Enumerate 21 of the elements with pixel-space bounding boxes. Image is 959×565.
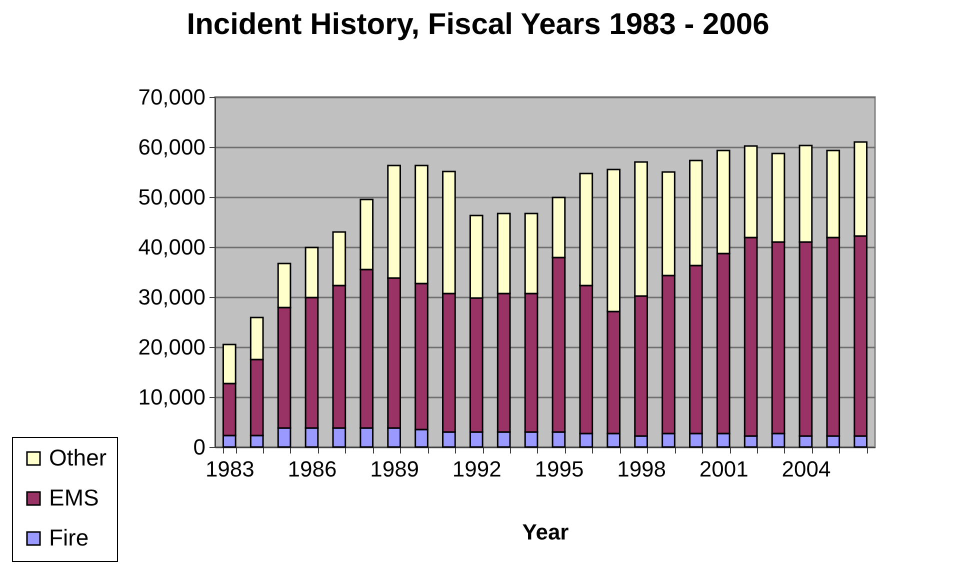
y-tick-label: 70,000 <box>138 84 206 110</box>
x-tick-label: 2004 <box>782 456 831 482</box>
x-tick-label: 1995 <box>534 456 584 482</box>
x-tick-label: 1989 <box>370 456 420 482</box>
y-tick-label: 50,000 <box>138 184 206 210</box>
y-tick-label: 60,000 <box>138 134 206 160</box>
legend-label: EMS <box>49 484 99 510</box>
x-tick-label: 2001 <box>699 456 748 482</box>
x-tick-label: 1998 <box>617 456 666 482</box>
x-tick-label: 1986 <box>288 456 337 482</box>
x-tick-label: 1992 <box>452 456 502 482</box>
y-tick-label: 10,000 <box>138 384 206 410</box>
legend-label: Other <box>49 444 107 470</box>
y-tick-label: 0 <box>193 434 206 460</box>
x-tick-label: 1983 <box>205 456 254 482</box>
x-axis-title: Year <box>522 520 570 544</box>
y-tick-label: 30,000 <box>138 284 206 310</box>
legend-label: Fire <box>49 524 89 550</box>
y-tick-label: 20,000 <box>138 334 206 360</box>
y-tick-label: 40,000 <box>138 234 206 260</box>
chart-title: Incident History, Fiscal Years 1983 - 2006 <box>186 8 770 41</box>
